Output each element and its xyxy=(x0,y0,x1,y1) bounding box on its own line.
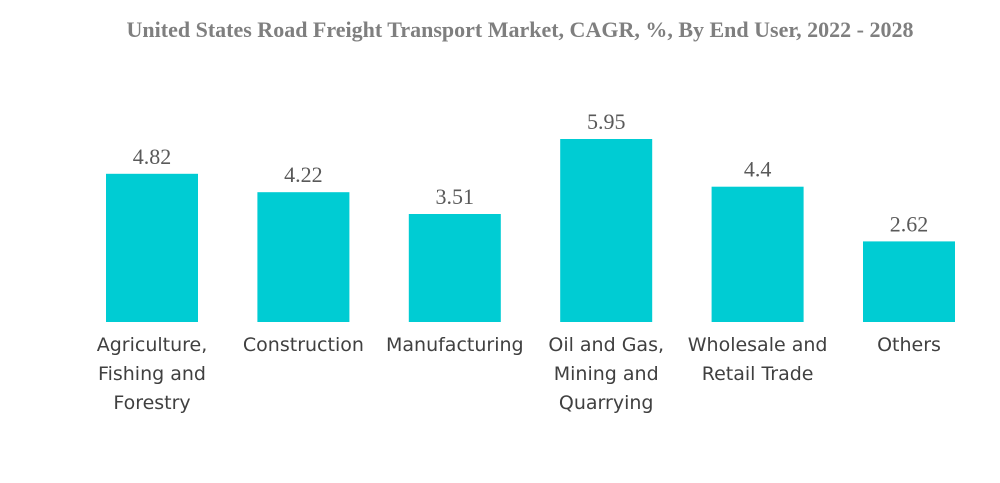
value-label: 4.82 xyxy=(133,144,172,169)
category-label: Oil and Gas, Mining and Quarrying xyxy=(548,334,664,414)
category-label-line: Construction xyxy=(243,334,364,356)
value-label: 5.95 xyxy=(587,109,626,134)
category-label-line: Wholesale and xyxy=(688,334,828,356)
category-label-line: Retail Trade xyxy=(702,363,814,385)
value-label: 3.51 xyxy=(436,184,475,209)
chart-title: United States Road Freight Transport Mar… xyxy=(126,17,914,42)
value-label: 2.62 xyxy=(890,211,929,236)
category-label-line: Fishing and xyxy=(98,363,206,385)
value-label: 4.4 xyxy=(744,157,772,182)
bar xyxy=(560,139,653,322)
category-label-line: Mining and xyxy=(554,363,659,385)
category-label-line: Oil and Gas, xyxy=(548,334,664,356)
category-label: Manufacturing xyxy=(386,334,524,356)
bar xyxy=(106,173,198,322)
bar xyxy=(408,214,501,322)
bar xyxy=(863,241,955,322)
bar xyxy=(257,192,350,322)
value-label: 4.22 xyxy=(284,162,323,187)
value-labels-layer: 4.82 4.22 3.51 5.95 4.4 2.62 xyxy=(133,109,929,236)
category-label: Agriculture, Fishing and Forestry xyxy=(97,334,208,414)
category-label-line: Others xyxy=(877,334,941,356)
category-label: Others xyxy=(877,334,941,356)
bar xyxy=(711,186,804,322)
category-label-line: Quarrying xyxy=(559,392,654,414)
bars-layer xyxy=(106,139,955,322)
category-label: Construction xyxy=(243,334,364,356)
category-label-line: Manufacturing xyxy=(386,334,524,356)
category-label-line: Forestry xyxy=(113,392,190,414)
category-label: Wholesale and Retail Trade xyxy=(688,334,828,385)
category-labels-layer: Agriculture, Fishing and Forestry Construct… xyxy=(97,334,941,414)
category-label-line: Agriculture, xyxy=(97,334,208,356)
